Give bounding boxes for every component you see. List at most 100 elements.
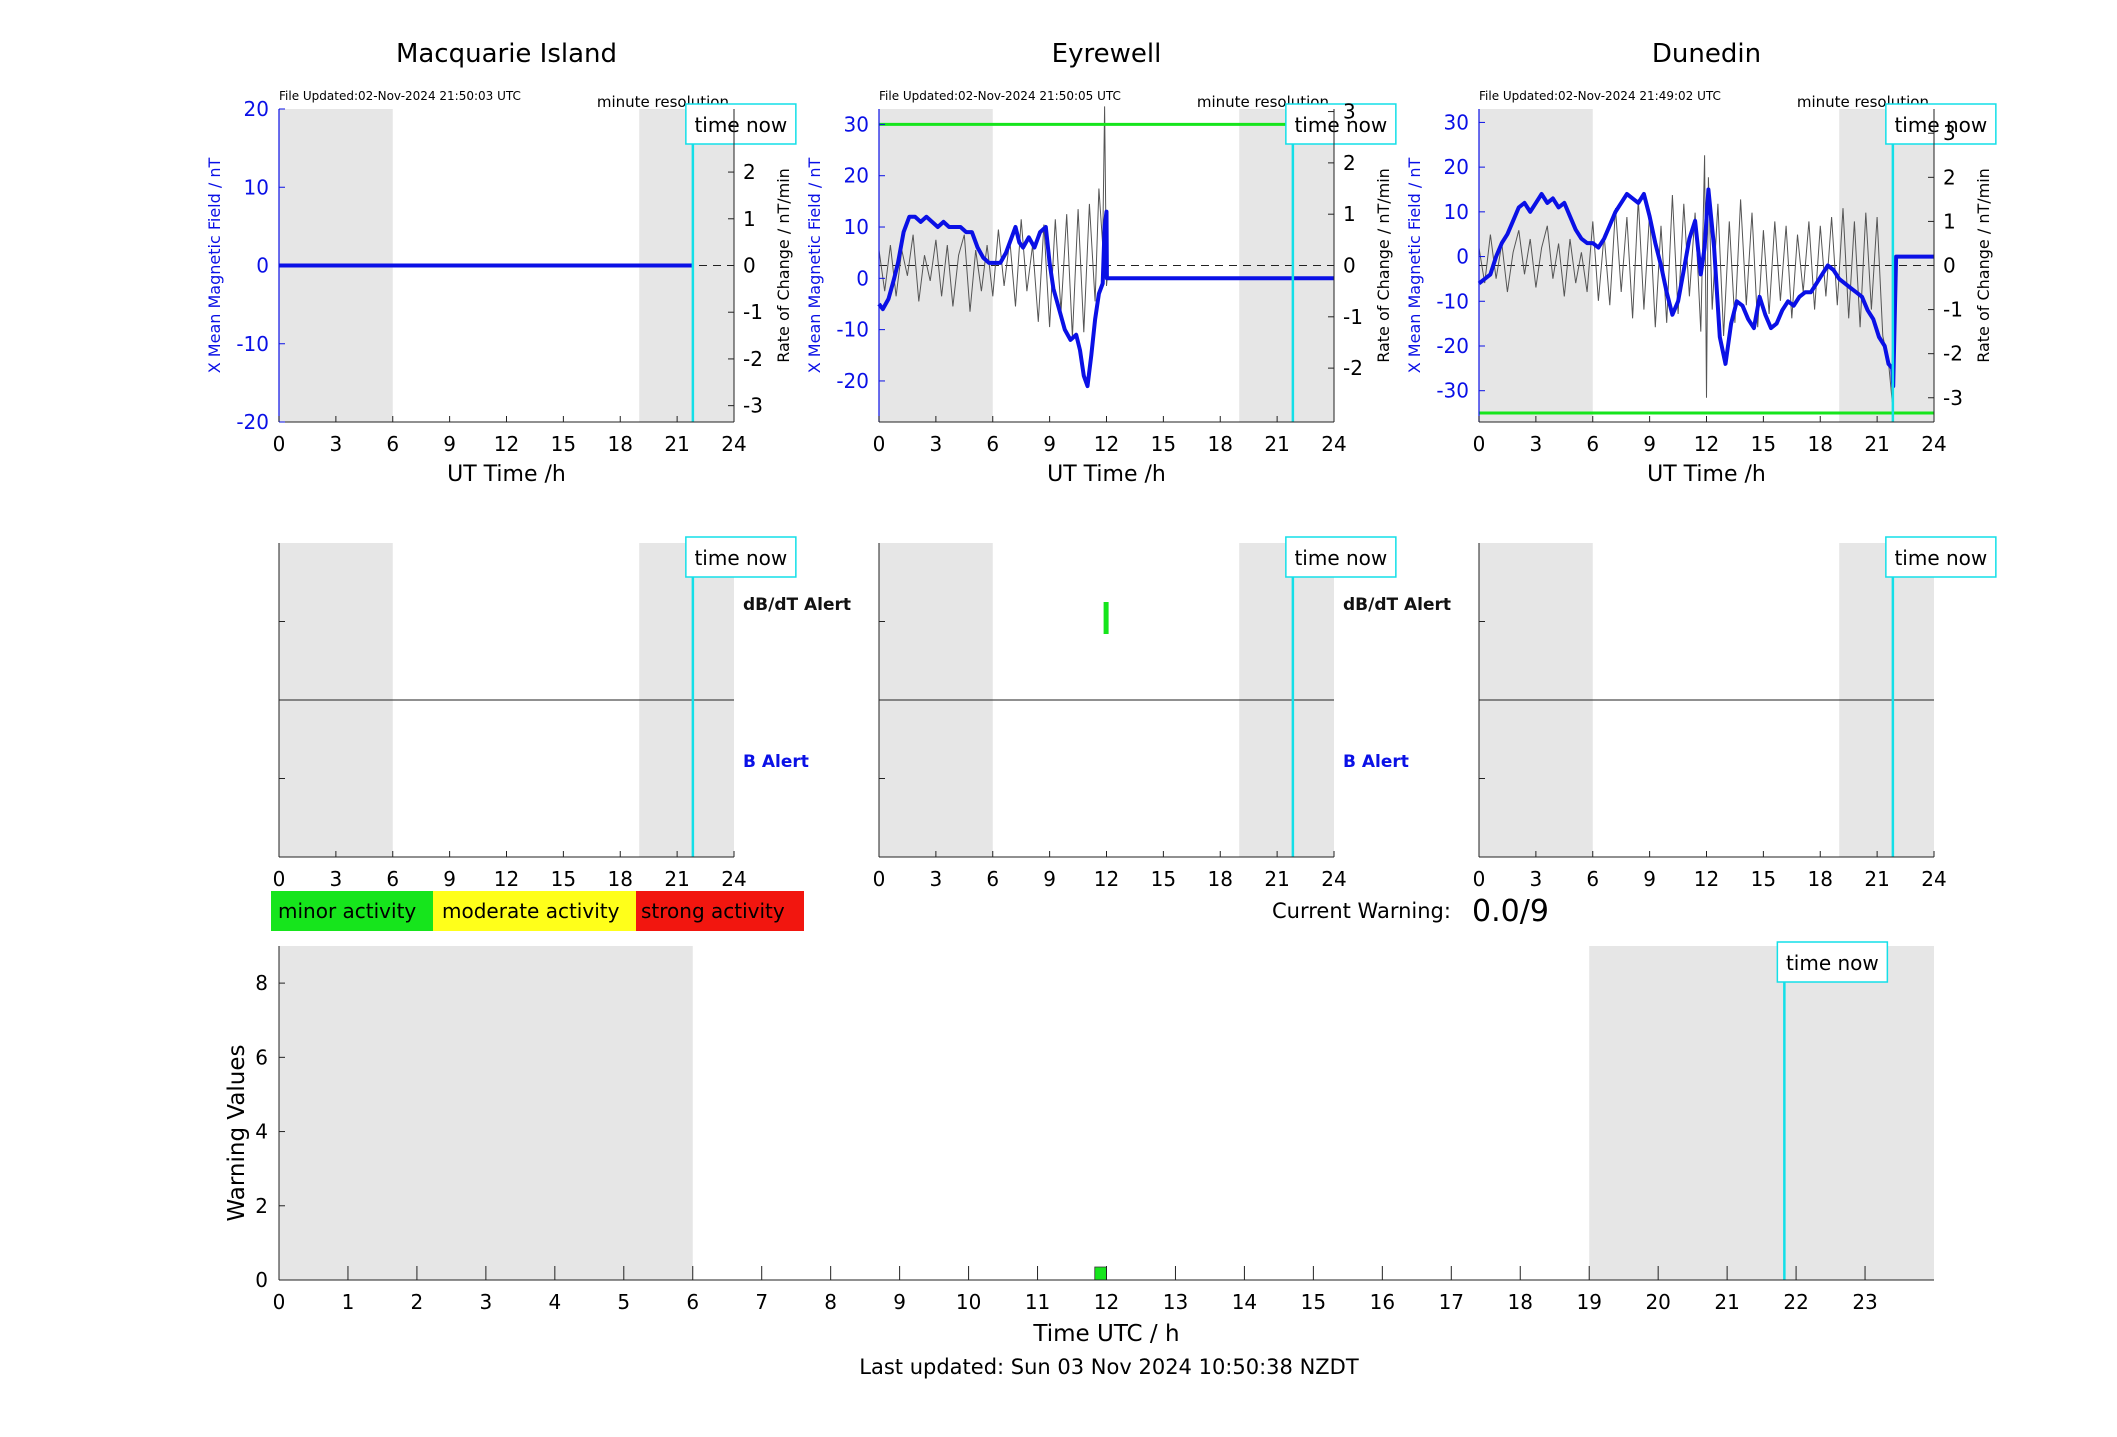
time-now-box (1776, 941, 1889, 983)
x-tick-label: 15 (1151, 867, 1176, 891)
station-title: Eyrewell (1052, 39, 1162, 69)
x-tick-label: 18 (1508, 1290, 1533, 1314)
x-tick-label: 19 (1576, 1290, 1601, 1314)
station-plot-2: Dunedin File Updated:02-Nov-2024 21:49:02… (1405, 39, 1997, 487)
x-tick-label: 0 (273, 867, 286, 891)
time-now-label: time now (1894, 113, 1987, 137)
file-updated: File Updated:02-Nov-2024 21:49:02 UTC (1479, 89, 1721, 103)
x-tick-label: 12 (1094, 432, 1119, 456)
x-axis-label: UT Time /h (1647, 462, 1766, 487)
x-tick-label: 3 (930, 432, 943, 456)
y-left-tick-label: 10 (244, 175, 269, 199)
x-tick-label: 24 (721, 867, 746, 891)
x-tick-label: 16 (1370, 1290, 1395, 1314)
y-right-tick-label: -3 (1943, 386, 1963, 410)
x-tick-label: 14 (1232, 1290, 1257, 1314)
x-tick-label: 0 (873, 867, 886, 891)
warning-bar (1094, 1266, 1107, 1281)
legend-minor-label: minor activity (278, 899, 416, 923)
time-now-box (1885, 536, 1997, 578)
last-updated: Last updated: Sun 03 Nov 2024 10:50:38 N… (859, 1355, 1359, 1379)
time-now-box (685, 536, 797, 578)
night-shading (279, 946, 693, 1280)
y-left-tick-label: -30 (1436, 379, 1469, 403)
y-tick-label: 8 (255, 971, 268, 995)
x-tick-label: 6 (1586, 867, 1599, 891)
y-left-tick-label: 30 (1444, 110, 1469, 134)
time-now-label: time now (694, 113, 787, 137)
night-shading (1589, 946, 1934, 1280)
x-tick-label: 9 (893, 1290, 906, 1314)
x-tick-label: 0 (273, 1290, 286, 1314)
station-plot-1: Eyrewell File Updated:02-Nov-2024 21:50:0… (805, 39, 1397, 487)
time-now-label: time now (1894, 546, 1987, 570)
legend-moderate-label: moderate activity (442, 899, 620, 923)
y-tick-label: 0 (255, 1268, 268, 1292)
x-tick-label: 24 (1321, 432, 1346, 456)
y-left-tick-label: 10 (844, 215, 869, 239)
y-right-tick-label: 0 (743, 254, 756, 278)
x-tick-label: 15 (551, 867, 576, 891)
x-tick-label: 6 (1586, 432, 1599, 456)
x-tick-label: 18 (1208, 867, 1233, 891)
y-left-tick-label: 20 (844, 164, 869, 188)
x-tick-label: 8 (824, 1290, 837, 1314)
y-left-tick-label: 0 (256, 254, 269, 278)
legend-minor-swatch (271, 891, 433, 931)
x-axis-label: UT Time /h (447, 462, 566, 487)
y-left-tick-label: -10 (236, 332, 269, 356)
x-tick-label: 18 (1808, 867, 1833, 891)
x-tick-label: 18 (608, 432, 633, 456)
y-left-tick-label: -10 (1436, 289, 1469, 313)
station-title: Macquarie Island (396, 39, 617, 69)
x-axis-label: UT Time /h (1047, 462, 1166, 487)
station-plot-0: Macquarie Island File Updated:02-Nov-2024… (205, 39, 797, 487)
x-tick-label: 2 (411, 1290, 424, 1314)
x-tick-label: 12 (1094, 1290, 1119, 1314)
time-now-label: time now (1786, 951, 1879, 975)
x-tick-label: 9 (1643, 432, 1656, 456)
y-left-axis-label: X Mean Magnetic Field / nT (205, 158, 224, 374)
y-right-tick-label: -2 (1343, 356, 1363, 380)
x-tick-label: 24 (1321, 867, 1346, 891)
y-left-tick-label: -20 (236, 410, 269, 434)
x-tick-label: 9 (443, 867, 456, 891)
x-tick-label: 18 (1808, 432, 1833, 456)
x-tick-label: 0 (1473, 867, 1486, 891)
x-tick-label: 24 (1921, 432, 1946, 456)
x-tick-label: 18 (1208, 432, 1233, 456)
x-tick-label: 22 (1783, 1290, 1808, 1314)
y-right-tick-label: 0 (1943, 254, 1956, 278)
time-now-box (1285, 103, 1397, 145)
b-alert-label: B Alert (743, 752, 809, 772)
x-tick-label: 24 (721, 432, 746, 456)
current-warning-label: Current Warning: (1272, 899, 1451, 923)
y-right-tick-label: 1 (1343, 202, 1356, 226)
activity-legend: minor activity moderate activity strong … (271, 891, 804, 931)
station-plots: Macquarie Island File Updated:02-Nov-2024… (205, 39, 1997, 487)
y-right-tick-label: -1 (743, 300, 763, 324)
dbdt-alert-bar (1103, 602, 1109, 634)
x-tick-label: 3 (330, 432, 343, 456)
rate-of-change-series (1478, 155, 1893, 403)
alert-plot-1: time now 0 3 6 9 12 15 18 21 24 dB/dT Alert B Alert (873, 536, 1451, 891)
x-tick-label: 1 (342, 1290, 355, 1314)
y-right-axis-label: Rate of Change / nT/min (774, 168, 793, 363)
x-tick-label: 12 (1694, 432, 1719, 456)
time-now-box (685, 103, 797, 145)
station-title: Dunedin (1652, 39, 1761, 69)
y-tick-label: 2 (255, 1194, 268, 1218)
x-tick-label: 15 (1751, 432, 1776, 456)
y-left-tick-label: -10 (836, 318, 869, 342)
time-now-box (1885, 103, 1997, 145)
x-tick-label: 24 (1921, 867, 1946, 891)
x-tick-label: 10 (956, 1290, 981, 1314)
y-right-tick-label: -1 (1343, 305, 1363, 329)
y-left-tick-label: -20 (1436, 334, 1469, 358)
alert-plot-2: time now 0 3 6 9 12 15 18 21 24 (1473, 536, 1997, 891)
x-tick-label: 6 (386, 432, 399, 456)
x-axis-label: Time UTC / h (1032, 1321, 1179, 1347)
x-tick-label: 3 (930, 867, 943, 891)
y-left-tick-label: 10 (1444, 200, 1469, 224)
y-right-tick-label: 2 (1943, 165, 1956, 189)
